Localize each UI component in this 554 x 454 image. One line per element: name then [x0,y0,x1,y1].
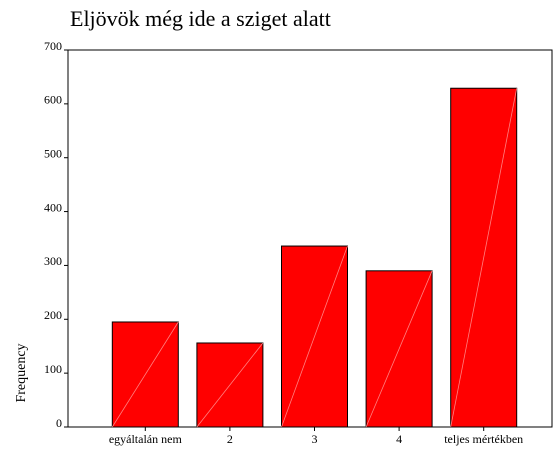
y-tick-label: 600 [44,93,62,107]
x-tick-label: 3 [312,432,318,446]
bar-shade [196,342,264,428]
bar-shade [281,245,348,428]
y-tick-label: 100 [44,362,62,376]
y-axis-label: Frequency [14,343,29,402]
x-tick-label: teljes mértékben [444,432,523,446]
x-tick-label: 4 [396,432,402,446]
chart-title: Eljövök még ide a sziget alatt [70,6,331,31]
y-tick-label: 300 [44,254,62,268]
bar-shade [365,270,433,428]
x-tick-label: egyáltalán nem [109,432,183,446]
bar-shade [111,321,179,428]
y-tick-label: 200 [44,308,62,322]
x-tick-label: 2 [227,432,233,446]
y-tick-label: 0 [56,416,62,430]
y-tick-label: 700 [44,39,62,53]
y-tick-label: 400 [44,200,62,214]
y-tick-label: 500 [44,146,62,160]
bar-shade [450,88,518,428]
